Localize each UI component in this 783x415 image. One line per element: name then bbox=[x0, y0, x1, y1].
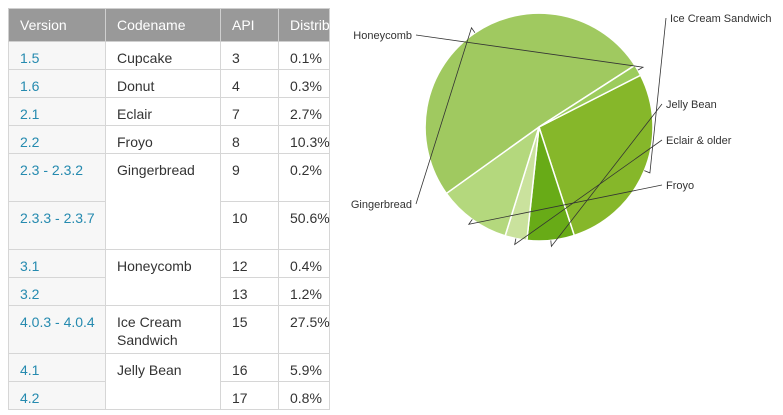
table-row: 2.3 - 2.3.2 Gingerbread 9 0.2% bbox=[8, 153, 330, 250]
api-cell: 7 bbox=[220, 97, 279, 126]
api-cell: 16 bbox=[220, 353, 279, 382]
distribution-pie-chart: Ice Cream Sandwich Jelly Bean Eclair & old… bbox=[351, 12, 772, 248]
header-codename: Codename bbox=[105, 8, 221, 42]
version-link[interactable]: 3.1 bbox=[8, 249, 106, 278]
distribution-cell: 10.3% bbox=[278, 125, 330, 154]
slice-label: Gingerbread bbox=[351, 199, 412, 211]
codename-cell: Cupcake bbox=[105, 41, 221, 70]
version-link[interactable]: 1.6 bbox=[8, 69, 106, 98]
distribution-cell: 0.8% bbox=[278, 381, 330, 410]
distribution-cell: 50.6% bbox=[278, 201, 330, 250]
leader-line bbox=[467, 184, 663, 225]
table-row: 2.3.3 - 2.3.7 10 50.6% bbox=[8, 201, 330, 250]
distribution-cell: 5.9% bbox=[278, 353, 330, 382]
codename-cell: Jelly Bean bbox=[105, 353, 221, 410]
slice-label: Eclair & older bbox=[666, 135, 732, 147]
table-row: 4.0.3 - 4.0.4 Ice Cream Sandwich 15 27.5… bbox=[8, 305, 330, 354]
slice-label: Froyo bbox=[666, 180, 694, 192]
leader-line bbox=[644, 17, 667, 174]
version-link[interactable]: 4.1 bbox=[8, 353, 106, 382]
table-row: 4.1 Jelly Bean 16 5.9% bbox=[8, 353, 330, 410]
api-cell: 9 bbox=[220, 153, 279, 202]
header-distribution: Distribution bbox=[278, 8, 360, 42]
table-row: 4.2 17 0.8% bbox=[8, 381, 330, 410]
distribution-cell: 27.5% bbox=[278, 305, 330, 354]
slice-label: Jelly Bean bbox=[666, 99, 717, 111]
header-version: Version bbox=[8, 8, 106, 42]
distribution-table: Version Codename API Distribution 1.5 Cu… bbox=[8, 8, 360, 410]
version-link[interactable]: 4.0.3 - 4.0.4 bbox=[8, 305, 106, 354]
api-cell: 3 bbox=[220, 41, 279, 70]
codename-cell: Donut bbox=[105, 69, 221, 98]
distribution-cell: 0.4% bbox=[278, 249, 330, 278]
leader-line bbox=[415, 34, 645, 71]
leader-line bbox=[514, 139, 663, 246]
version-link[interactable]: 2.3 - 2.3.2 bbox=[8, 153, 106, 202]
version-link[interactable]: 2.1 bbox=[8, 97, 106, 126]
table-row: 3.1 Honeycomb 12 0.4% bbox=[8, 249, 330, 306]
distribution-cell: 0.1% bbox=[278, 41, 330, 70]
codename-cell: Ice Cream Sandwich bbox=[105, 305, 221, 354]
header-api: API bbox=[220, 8, 279, 42]
leader-line bbox=[550, 103, 663, 248]
distribution-cell: 0.2% bbox=[278, 153, 330, 202]
table-row: 1.6 Donut 4 0.3% bbox=[8, 69, 330, 98]
codename-cell: Eclair bbox=[105, 97, 221, 126]
version-link[interactable]: 2.3.3 - 2.3.7 bbox=[8, 201, 106, 250]
version-link[interactable]: 1.5 bbox=[8, 41, 106, 70]
slice-label: Ice Cream Sandwich bbox=[670, 13, 772, 25]
slice-label: Honeycomb bbox=[353, 30, 412, 42]
codename-cell: Froyo bbox=[105, 125, 221, 154]
distribution-cell: 1.2% bbox=[278, 277, 330, 306]
distribution-cell: 0.3% bbox=[278, 69, 330, 98]
distribution-cell: 2.7% bbox=[278, 97, 330, 126]
codename-cell: Honeycomb bbox=[105, 249, 221, 306]
table-row: 2.1 Eclair 7 2.7% bbox=[8, 97, 330, 126]
pie-slice bbox=[538, 74, 654, 237]
version-link[interactable]: 4.2 bbox=[8, 381, 106, 410]
pie-slice bbox=[445, 125, 541, 237]
api-cell: 4 bbox=[220, 69, 279, 98]
api-cell: 8 bbox=[220, 125, 279, 154]
table-header-row: Version Codename API Distribution bbox=[8, 8, 360, 42]
version-link[interactable]: 2.2 bbox=[8, 125, 106, 154]
api-cell: 10 bbox=[220, 201, 279, 250]
table-row: 1.5 Cupcake 3 0.1% bbox=[8, 41, 330, 70]
table-row: 2.2 Froyo 8 10.3% bbox=[8, 125, 330, 154]
api-cell: 12 bbox=[220, 249, 279, 278]
version-link[interactable]: 3.2 bbox=[8, 277, 106, 306]
api-cell: 15 bbox=[220, 305, 279, 354]
table-row: 3.2 13 1.2% bbox=[8, 277, 330, 306]
codename-cell: Gingerbread bbox=[105, 153, 221, 250]
api-cell: 17 bbox=[220, 381, 279, 410]
api-cell: 13 bbox=[220, 277, 279, 306]
leader-line bbox=[415, 26, 476, 205]
